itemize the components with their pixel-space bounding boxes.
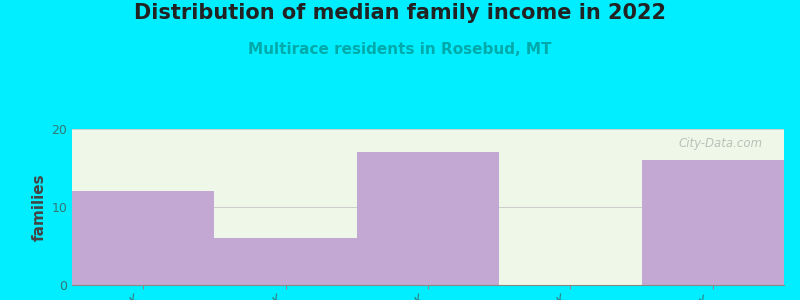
Text: Distribution of median family income in 2022: Distribution of median family income in … bbox=[134, 3, 666, 23]
Bar bbox=[214, 238, 357, 285]
Bar bbox=[357, 152, 499, 285]
Y-axis label: families: families bbox=[32, 173, 47, 241]
Bar bbox=[642, 160, 784, 285]
Text: Multirace residents in Rosebud, MT: Multirace residents in Rosebud, MT bbox=[248, 42, 552, 57]
Bar bbox=[72, 191, 214, 285]
Text: City-Data.com: City-Data.com bbox=[678, 137, 762, 150]
